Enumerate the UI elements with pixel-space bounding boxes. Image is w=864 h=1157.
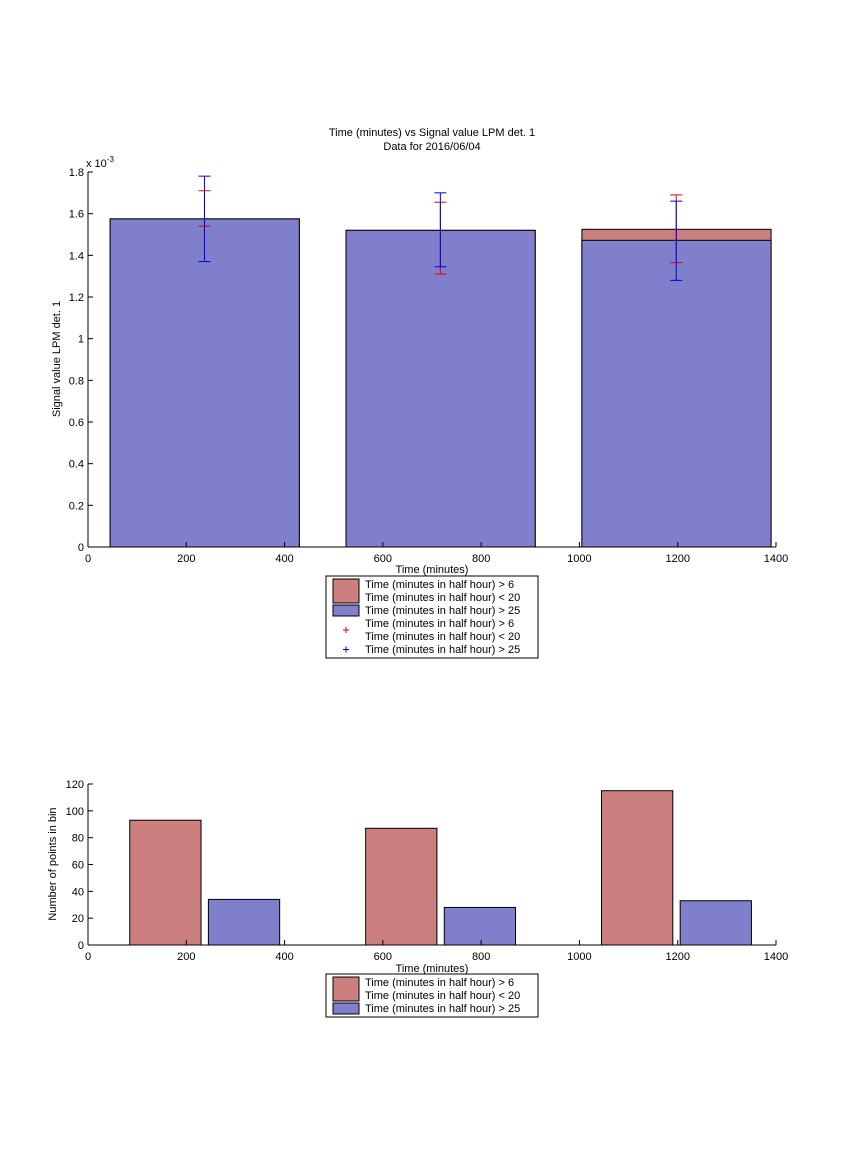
legend-label: Time (minutes in half hour) > 6 [365,618,514,630]
legend-swatch-blue [332,1002,360,1015]
chart-subtitle: Data for 2016/06/04 [383,141,480,153]
legend-box [325,973,539,1018]
y-tick-label: 1 [78,334,84,346]
legend-label: Time (minutes in half hour) > 25 [365,644,520,656]
x-tick-label: 1200 [665,951,689,963]
count-chart: 0 200 400 600 800 1000 1200 1400 0 20 40 60 80 100 120… [47,779,789,1018]
y-tick-label: 60 [72,860,84,872]
y-tick-label: 100 [66,806,84,818]
legend-swatch-red [332,578,360,604]
y-tick-label: 1.4 [69,250,84,262]
chart-title: Time (minutes) vs Signal value LPM det. … [329,127,535,139]
y-axis-label: Number of points in bin [47,807,59,920]
y-tick-label: 0 [78,542,84,554]
y-tick-label: 80 [72,833,84,845]
x-tick-label: 800 [472,553,490,565]
y-tick-label: 0.2 [69,500,84,512]
legend-label: Time (minutes in half hour) > 6 [365,579,514,591]
legend-swatch-blue [332,604,360,617]
y-tick-label: 20 [72,913,84,925]
errorbars-group [198,175,683,281]
x-tick-label: 400 [275,951,293,963]
x-axis-label: Time (minutes) [396,963,469,975]
legend-label: Time (minutes in half hour) > 25 [365,1003,520,1015]
bar-blue [443,906,517,946]
x-axis-label: Time (minutes) [396,564,469,576]
x-tick-label: 800 [472,951,490,963]
legend-label: Time (minutes in half hour) > 25 [365,605,520,617]
y-tick-label: 0.4 [69,459,84,471]
x-tick-label: 400 [275,553,293,565]
bar-blue [581,239,772,548]
legend-label: Time (minutes in half hour) < 20 [365,631,520,643]
x-tick-label: 1000 [567,553,591,565]
x-tick-label: 1200 [665,553,689,565]
bar-red [129,819,202,946]
x-tick-label: 200 [177,951,195,963]
y-tick-label: 0.6 [69,417,84,429]
x-tick-label: 1400 [764,553,788,565]
x-tick-label: 1400 [764,951,788,963]
x-tick-label: 600 [374,951,392,963]
signal-chart: Time (minutes) vs Signal value LPM det. … [51,127,789,659]
x-tick-label: 0 [85,951,91,963]
bar-red [365,827,438,946]
y-axis-label: Signal value LPM det. 1 [51,301,63,417]
y-tick-label: 1.6 [69,209,84,221]
bars-group [109,218,772,548]
bar-blue [345,229,536,548]
y-tick-label: 0 [78,940,84,952]
y-tick-label: 1.2 [69,292,84,304]
bars-group [129,790,752,946]
bar-blue [679,900,752,946]
legend-label: Time (minutes in half hour) < 20 [365,592,520,604]
axes-group: 0 200 400 600 800 1000 1200 1400 0 20 40 60 80 100 120 [66,779,789,963]
legend-label: Time (minutes in half hour) < 20 [365,990,520,1002]
y-tick-label: 40 [72,886,84,898]
y-exponent-base: x 10 [86,158,107,170]
y-exponent-label: x 10-3 [86,155,114,170]
y-tick-label: 0.8 [69,375,84,387]
y-tick-label: 120 [66,779,84,791]
legend-label: Time (minutes in half hour) > 6 [365,977,514,989]
legend-swatch-red [332,976,360,1002]
x-tick-label: 0 [85,553,91,565]
bar-red [601,790,674,946]
y-tick-label: 1.8 [69,167,84,179]
x-tick-label: 1000 [567,951,591,963]
bar-blue [109,218,300,548]
x-tick-label: 200 [177,553,195,565]
bar-blue [207,898,281,946]
legend-box [325,575,539,659]
x-tick-label: 600 [374,553,392,565]
y-exponent-sup: -3 [107,155,115,164]
axes-group: 0 200 400 600 800 1000 1200 1400 0 0.2 0.4 0.6 0.8 1 1… [69,167,789,565]
